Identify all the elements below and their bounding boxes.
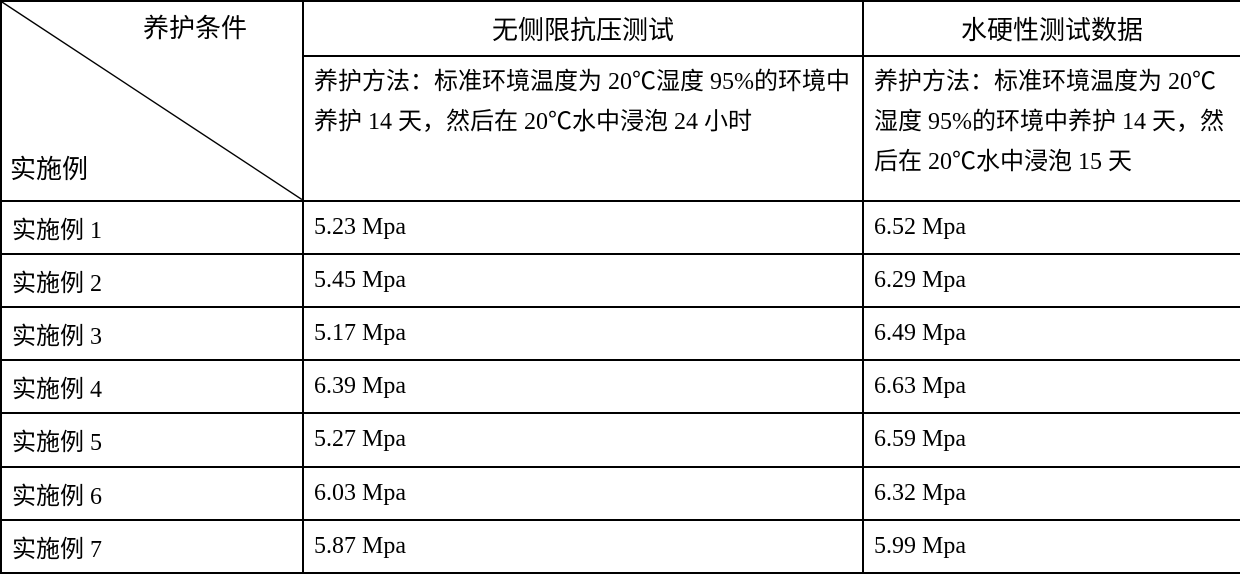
row-c3: 6.29 Mpa: [863, 254, 1240, 307]
row-c2: 6.39 Mpa: [303, 360, 863, 413]
row-label: 实施例 6: [1, 467, 303, 520]
table-row: 实施例 4 6.39 Mpa 6.63 Mpa: [1, 360, 1240, 413]
row-c3: 6.49 Mpa: [863, 307, 1240, 360]
table-row: 实施例 2 5.45 Mpa 6.29 Mpa: [1, 254, 1240, 307]
col3-method: 养护方法：标准环境温度为 20℃湿度 95%的环境中养护 14 天，然后在 20…: [863, 56, 1240, 200]
col2-title: 无侧限抗压测试: [303, 1, 863, 56]
row-c3: 6.63 Mpa: [863, 360, 1240, 413]
table-row: 实施例 1 5.23 Mpa 6.52 Mpa: [1, 201, 1240, 254]
row-c2: 5.27 Mpa: [303, 413, 863, 466]
diagonal-header-cell: 养护条件 实施例: [1, 1, 303, 201]
row-label: 实施例 1: [1, 201, 303, 254]
row-label: 实施例 2: [1, 254, 303, 307]
col3-title: 水硬性测试数据: [863, 1, 1240, 56]
row-c3: 6.32 Mpa: [863, 467, 1240, 520]
row-c2: 5.87 Mpa: [303, 520, 863, 573]
header-row-1: 养护条件 实施例 无侧限抗压测试 水硬性测试数据: [1, 1, 1240, 56]
col2-method: 养护方法：标准环境温度为 20℃湿度 95%的环境中养护 14 天，然后在 20…: [303, 56, 863, 200]
table-row: 实施例 3 5.17 Mpa 6.49 Mpa: [1, 307, 1240, 360]
row-label: 实施例 5: [1, 413, 303, 466]
header-condition-label: 养护条件: [102, 8, 288, 45]
row-c2: 5.45 Mpa: [303, 254, 863, 307]
row-label: 实施例 4: [1, 360, 303, 413]
data-table: 养护条件 实施例 无侧限抗压测试 水硬性测试数据 养护方法：标准环境温度为 20…: [0, 0, 1240, 574]
row-c3: 6.52 Mpa: [863, 201, 1240, 254]
table-row: 实施例 6 6.03 Mpa 6.32 Mpa: [1, 467, 1240, 520]
row-c2: 6.03 Mpa: [303, 467, 863, 520]
table-row: 实施例 7 5.87 Mpa 5.99 Mpa: [1, 520, 1240, 573]
row-c2: 5.17 Mpa: [303, 307, 863, 360]
row-c3: 5.99 Mpa: [863, 520, 1240, 573]
row-c3: 6.59 Mpa: [863, 413, 1240, 466]
row-c2: 5.23 Mpa: [303, 201, 863, 254]
table-row: 实施例 5 5.27 Mpa 6.59 Mpa: [1, 413, 1240, 466]
row-label: 实施例 3: [1, 307, 303, 360]
header-example-label: 实施例: [10, 149, 88, 186]
row-label: 实施例 7: [1, 520, 303, 573]
